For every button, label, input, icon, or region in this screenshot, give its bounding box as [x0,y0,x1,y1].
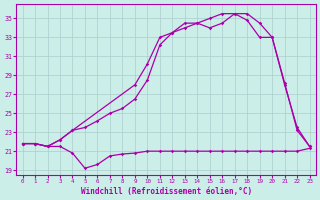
X-axis label: Windchill (Refroidissement éolien,°C): Windchill (Refroidissement éolien,°C) [81,187,252,196]
